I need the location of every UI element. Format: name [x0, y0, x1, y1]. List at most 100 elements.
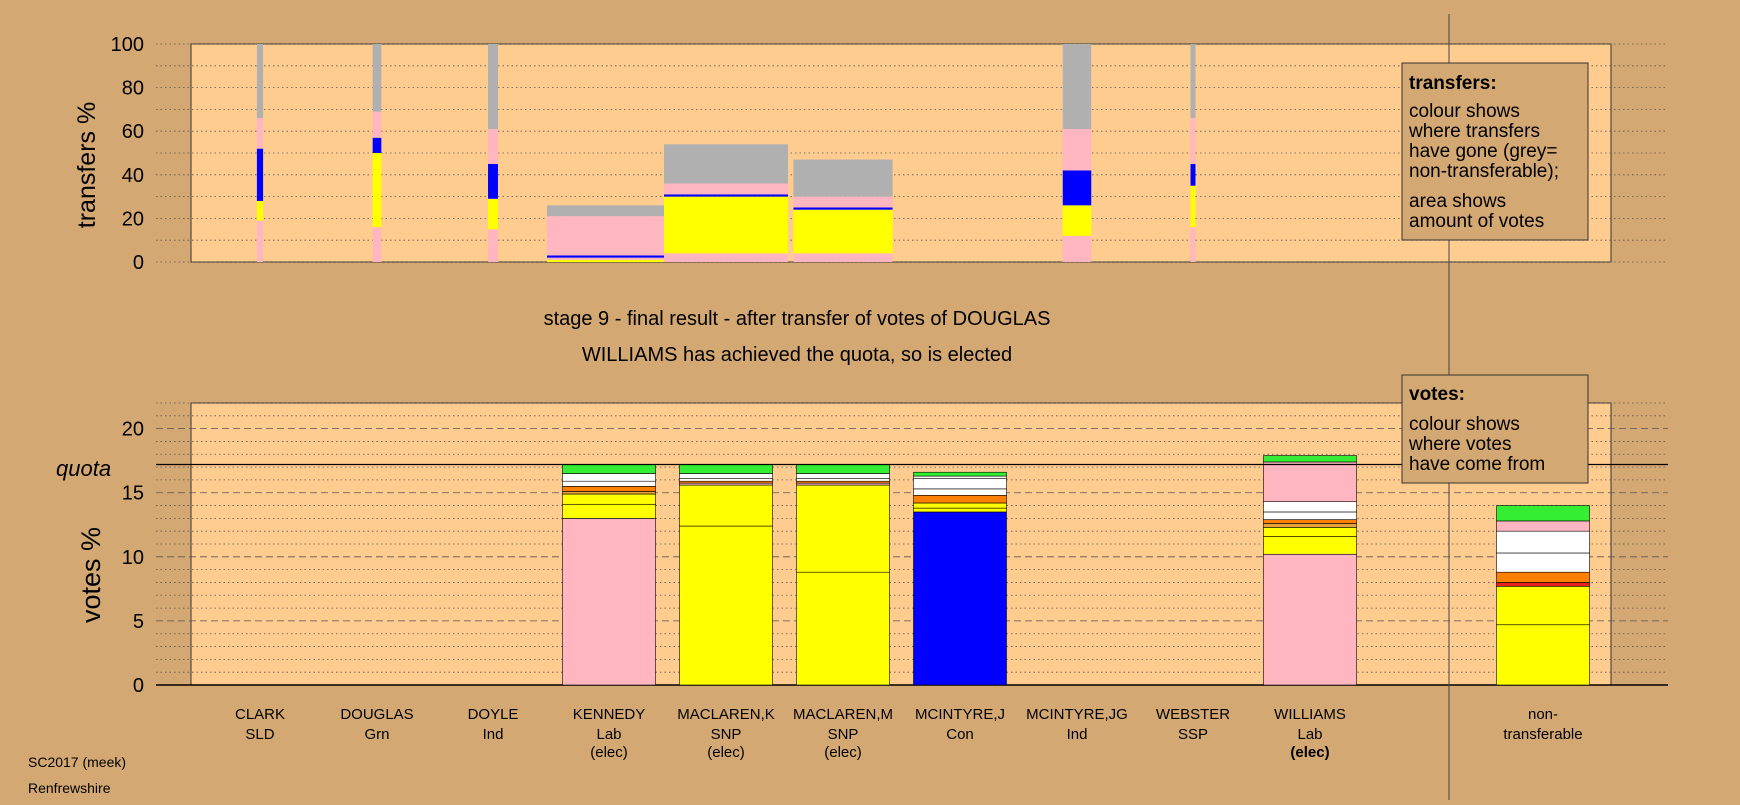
- transfer-bar-segment: [664, 196, 788, 254]
- vote-bar-segment: [1496, 585, 1590, 626]
- vote-bar-segment: [679, 464, 773, 474]
- council-area: Renfrewshire: [28, 780, 111, 796]
- stage-headline: stage 9 - final result - after transfer …: [544, 308, 1051, 330]
- transfer-bar-segment: [547, 255, 671, 258]
- y-tick-label: 80: [122, 78, 144, 100]
- transfer-bar-segment: [1062, 44, 1092, 130]
- vote-bar-segment: [1263, 519, 1357, 524]
- transfer-bar-segment: [488, 163, 498, 199]
- transfer-bar-segment: [372, 153, 382, 228]
- transfer-bar-segment: [664, 253, 788, 262]
- candidate-status-label: (elec): [590, 744, 628, 761]
- candidate-party-label: Ind: [483, 726, 504, 743]
- y-tick-label: 40: [122, 165, 144, 187]
- candidate-status-label: (elec): [824, 744, 862, 761]
- transfer-bar-segment: [1190, 163, 1196, 186]
- transfer-bar-segment: [1190, 118, 1196, 164]
- y-tick-label: 10: [122, 547, 144, 569]
- vote-bar-segment: [562, 486, 656, 492]
- vote-bar-segment: [913, 494, 1007, 504]
- election-result-line: WILLIAMS has achieved the quota, so is e…: [582, 344, 1012, 366]
- transfers-plot-area: [190, 43, 1612, 263]
- candidate-name-label: DOYLE: [468, 706, 519, 723]
- vote-bar-segment: [796, 571, 890, 686]
- y-tick-label: 20: [122, 208, 144, 230]
- transfer-bar-segment: [664, 194, 788, 197]
- transfer-bar-segment: [547, 205, 671, 217]
- transfer-bar-segment: [1062, 170, 1092, 206]
- candidate-status-label: (elec): [1290, 744, 1329, 761]
- vote-bar-segment: [1263, 523, 1357, 528]
- bottom-y-axis-title: votes %: [76, 527, 106, 623]
- transfer-bar-segment: [372, 44, 382, 112]
- vote-bar-segment: [1496, 520, 1590, 532]
- candidate-status-label: (elec): [707, 744, 745, 761]
- votes-legend-line: where votes: [1408, 434, 1511, 455]
- transfer-bar-segment: [488, 229, 498, 262]
- vote-bar-segment: [796, 464, 890, 474]
- candidate-name-label: MACLAREN,M: [793, 706, 893, 723]
- vote-bar-segment: [562, 480, 656, 487]
- candidate-name-label: MCINTYRE,JG: [1026, 706, 1128, 723]
- vote-bar-segment: [1263, 511, 1357, 520]
- candidate-name-label: WEBSTER: [1156, 706, 1230, 723]
- vote-bar-segment: [1263, 527, 1357, 537]
- votes-plot: 0 5 10 15 20 CLARK SLD DOUGLAS Grn DOYLE Ind KENNED…: [122, 402, 1668, 761]
- transfer-bar-segment: [256, 200, 264, 221]
- votes-legend-line: colour shows: [1409, 414, 1520, 435]
- transfers-legend: transfers: colour shows where transfers …: [1401, 62, 1589, 241]
- transfer-bar-segment: [793, 209, 893, 254]
- y-tick-label: 5: [133, 611, 144, 633]
- candidate-party-label: Con: [946, 726, 974, 743]
- votes-legend: votes: colour shows where votes have com…: [1401, 374, 1589, 484]
- candidate-name-label: WILLIAMS: [1274, 706, 1346, 723]
- transfer-bar-segment: [488, 44, 498, 130]
- transfer-bar-segment: [793, 253, 893, 262]
- vote-bar-segment: [1496, 582, 1590, 587]
- vote-bar-segment: [1496, 552, 1590, 573]
- candidate-party-label: transferable: [1503, 726, 1582, 743]
- top-y-axis-title: transfers %: [73, 102, 101, 228]
- y-tick-label: 0: [133, 675, 144, 697]
- transfer-bar-segment: [372, 137, 382, 153]
- transfer-bar-segment: [1190, 185, 1196, 228]
- transfers-legend-line: area shows: [1409, 191, 1506, 212]
- votes-legend-title: votes:: [1409, 384, 1465, 405]
- transfer-bar-segment: [1190, 44, 1196, 119]
- transfers-legend-line: non-transferable);: [1409, 161, 1559, 182]
- vote-bar-segment: [913, 507, 1007, 513]
- candidate-party-label: Lab: [596, 726, 621, 743]
- vote-bar-segment: [913, 471, 1007, 477]
- transfers-legend-line: amount of votes: [1409, 211, 1544, 232]
- vote-bar-segment: [796, 484, 890, 573]
- vote-bar-segment: [562, 491, 656, 495]
- transfer-bar-segment: [372, 111, 382, 138]
- candidate-party-label: SNP: [711, 726, 742, 743]
- transfers-legend-line: have gone (grey=: [1409, 141, 1557, 162]
- y-tick-label: 0: [133, 252, 144, 274]
- transfer-bar-segment: [1062, 235, 1092, 262]
- transfer-bar-segment: [664, 183, 788, 195]
- transfer-bar-segment: [547, 257, 671, 260]
- transfer-bar-segment: [256, 118, 264, 149]
- transfer-bar-segment: [547, 216, 671, 256]
- vote-bar-segment: [1496, 624, 1590, 686]
- vote-bar-segment: [796, 473, 890, 479]
- vote-bar-segment: [1496, 571, 1590, 583]
- candidate-party-label: Ind: [1067, 726, 1088, 743]
- vote-bar-segment: [679, 473, 773, 479]
- candidate-party-label: Grn: [364, 726, 389, 743]
- candidate-party-label: SNP: [828, 726, 859, 743]
- vote-bar-segment: [679, 525, 773, 686]
- vote-bar-segment: [913, 488, 1007, 496]
- transfers-legend-line: where transfers: [1408, 121, 1540, 142]
- vote-bar-segment: [562, 518, 656, 686]
- transfer-bar-segment: [488, 129, 498, 164]
- candidate-name-label: KENNEDY: [573, 706, 646, 723]
- transfer-bar-segment: [1062, 129, 1092, 171]
- transfers-plot: 0 20 40 60 80 100: [111, 34, 1668, 274]
- vote-bar-segment: [562, 464, 656, 474]
- transfer-bar-segment: [1062, 205, 1092, 236]
